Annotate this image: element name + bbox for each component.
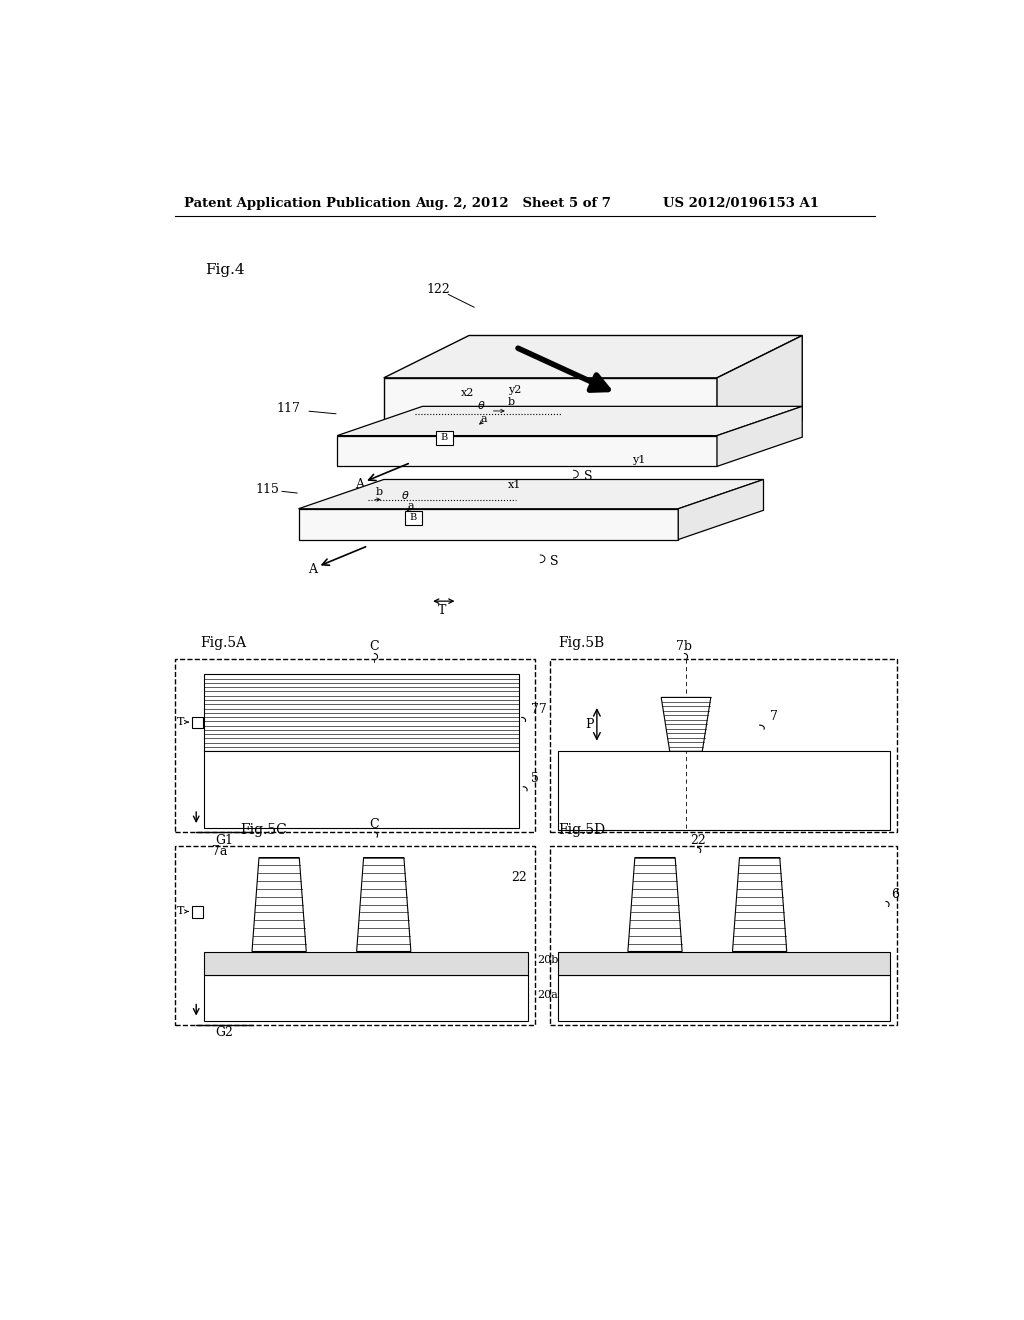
Text: b: b <box>376 487 383 496</box>
Text: x2: x2 <box>461 388 475 397</box>
Text: y1: y1 <box>632 454 645 465</box>
Bar <box>204 675 519 751</box>
Text: S: S <box>584 470 592 483</box>
Polygon shape <box>662 697 711 751</box>
Text: T: T <box>177 717 184 727</box>
Bar <box>204 974 528 1020</box>
Bar <box>435 432 453 445</box>
Polygon shape <box>732 858 786 952</box>
Text: B: B <box>440 433 447 442</box>
Bar <box>550 659 897 832</box>
Text: 6: 6 <box>891 887 899 900</box>
Text: x1: x1 <box>508 480 521 490</box>
Polygon shape <box>252 858 306 952</box>
Text: Fig.5A: Fig.5A <box>200 636 246 651</box>
Text: Aug. 2, 2012   Sheet 5 of 7: Aug. 2, 2012 Sheet 5 of 7 <box>415 197 610 210</box>
Text: 22: 22 <box>511 871 527 883</box>
Text: P: P <box>586 718 594 731</box>
Bar <box>204 751 519 829</box>
Text: 117: 117 <box>276 403 301 416</box>
Bar <box>191 717 203 729</box>
Text: S: S <box>550 554 559 568</box>
Text: 20a: 20a <box>538 990 558 999</box>
Text: A: A <box>308 562 317 576</box>
Text: T: T <box>177 907 184 916</box>
Polygon shape <box>678 479 764 540</box>
Text: b: b <box>508 397 515 407</box>
Polygon shape <box>356 858 411 952</box>
Text: Fig.4: Fig.4 <box>206 263 245 277</box>
Text: 20b: 20b <box>538 956 558 965</box>
Bar <box>550 846 897 1024</box>
Text: 122: 122 <box>426 282 451 296</box>
Text: 115: 115 <box>256 483 280 496</box>
Text: Fig.5C: Fig.5C <box>241 824 287 837</box>
Text: Fig.5B: Fig.5B <box>558 636 604 651</box>
Bar <box>174 659 535 832</box>
Polygon shape <box>299 479 764 508</box>
Text: C: C <box>370 640 379 652</box>
Bar <box>558 952 890 974</box>
Polygon shape <box>384 335 802 378</box>
Polygon shape <box>337 436 717 466</box>
Text: $\theta$: $\theta$ <box>477 399 485 411</box>
Text: 77: 77 <box>531 702 547 715</box>
Bar <box>174 846 535 1024</box>
Bar <box>191 906 203 917</box>
Text: a: a <box>480 413 487 424</box>
Polygon shape <box>717 407 802 466</box>
Text: $\theta$: $\theta$ <box>400 488 410 500</box>
Text: C: C <box>370 818 379 832</box>
Text: T: T <box>437 605 446 618</box>
Bar <box>404 511 422 525</box>
Bar <box>204 952 528 974</box>
Text: 5: 5 <box>531 772 539 785</box>
Text: G2: G2 <box>215 1026 232 1039</box>
Text: 22: 22 <box>690 834 706 846</box>
Text: a: a <box>407 500 414 511</box>
Polygon shape <box>299 508 678 540</box>
Bar <box>558 974 890 1020</box>
Text: A: A <box>355 478 365 491</box>
Polygon shape <box>384 378 717 462</box>
Text: US 2012/0196153 A1: US 2012/0196153 A1 <box>663 197 819 210</box>
Polygon shape <box>628 858 682 952</box>
Text: 7a: 7a <box>212 845 227 858</box>
Text: G1: G1 <box>215 834 232 846</box>
Polygon shape <box>717 335 802 462</box>
Text: 7: 7 <box>770 710 777 723</box>
Text: y2: y2 <box>508 385 521 395</box>
Text: Fig.5D: Fig.5D <box>558 824 605 837</box>
Text: B: B <box>410 513 417 523</box>
Text: 7b: 7b <box>677 640 692 652</box>
Bar <box>558 751 890 830</box>
Text: Patent Application Publication: Patent Application Publication <box>183 197 411 210</box>
Polygon shape <box>337 407 802 436</box>
